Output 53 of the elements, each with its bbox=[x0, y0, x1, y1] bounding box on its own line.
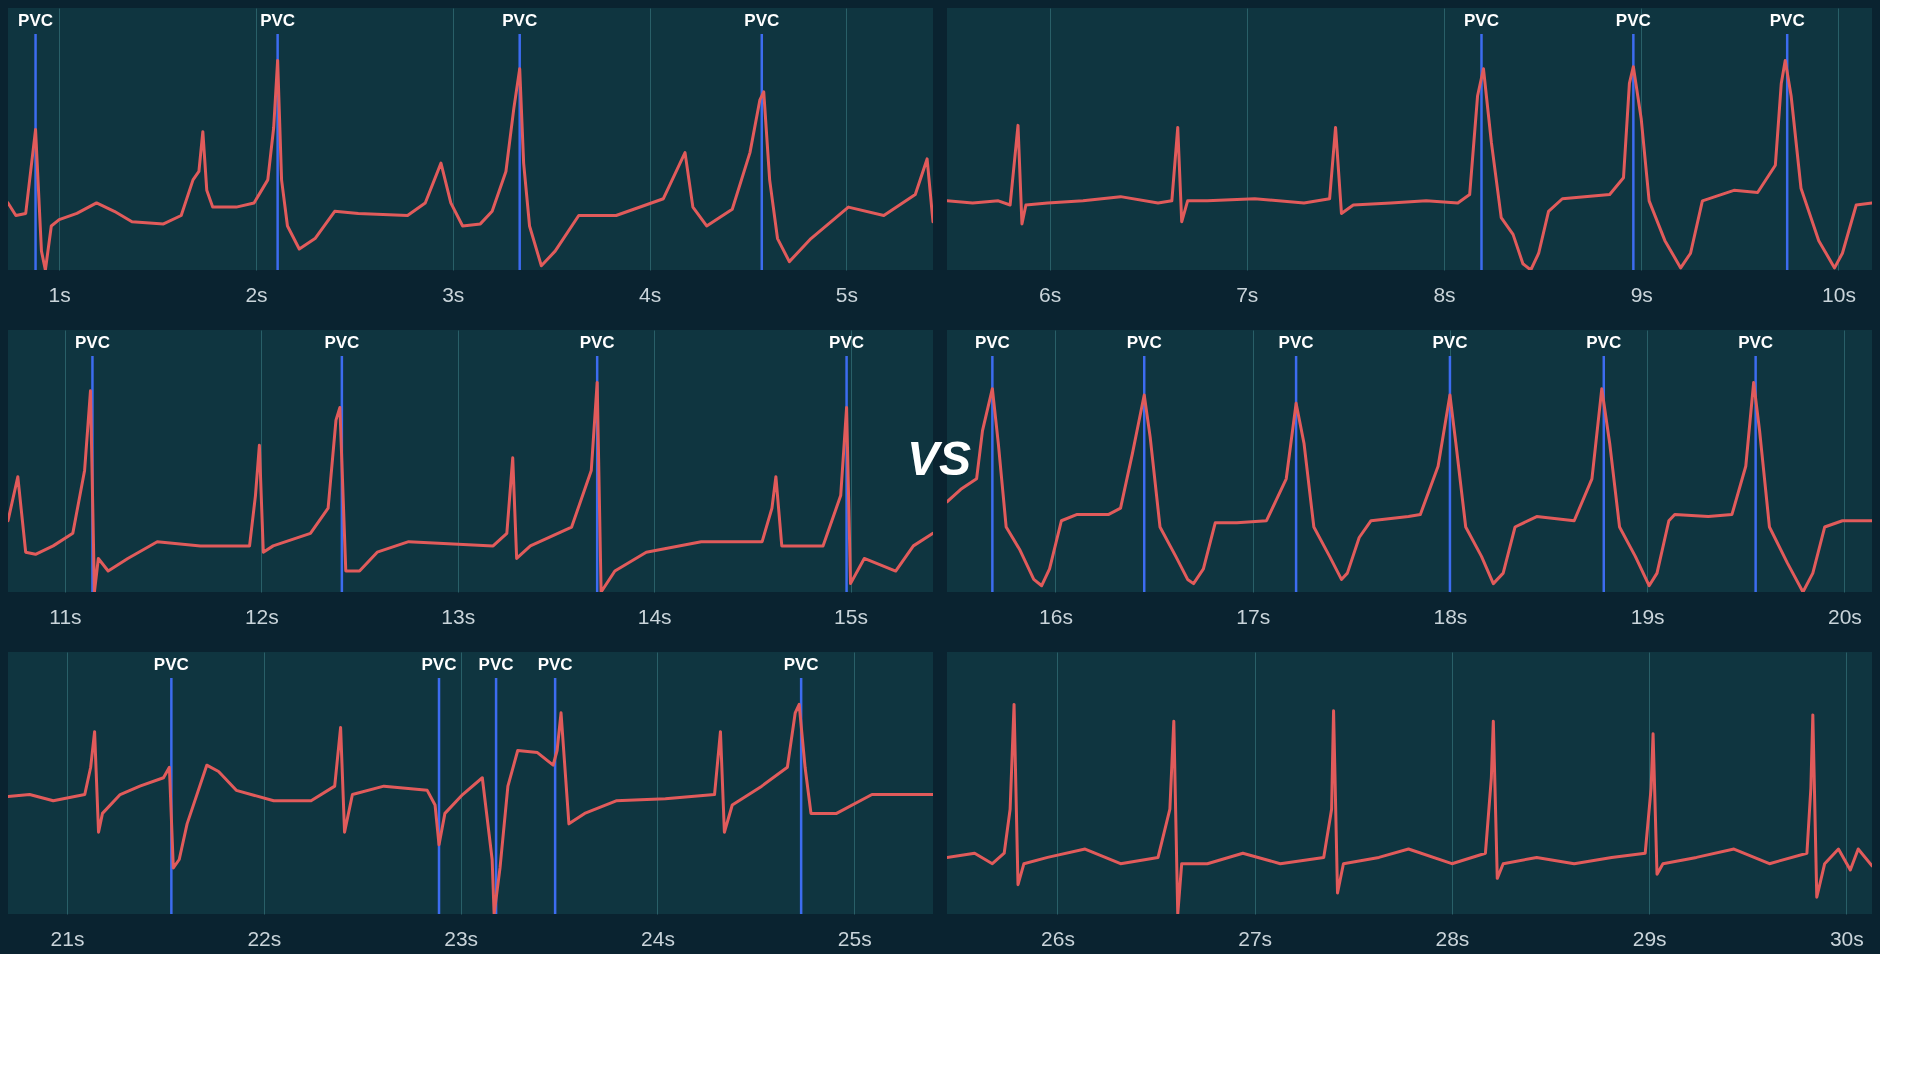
x-tick-label: 6s bbox=[1038, 282, 1062, 306]
x-tick-label: 30s bbox=[1829, 926, 1864, 950]
x-tick-label: 23s bbox=[444, 926, 479, 950]
x-tick-label: 17s bbox=[1236, 604, 1271, 628]
ref-line-label: PVC bbox=[1738, 333, 1774, 352]
x-tick-label: 14s bbox=[637, 604, 672, 628]
ref-line-label: PVC bbox=[260, 11, 296, 30]
ref-line-label: PVC bbox=[74, 333, 110, 352]
x-tick-label: 13s bbox=[441, 604, 476, 628]
x-tick-label: 18s bbox=[1433, 604, 1468, 628]
x-tick-label: 15s bbox=[834, 604, 868, 628]
x-tick-label: 10s bbox=[1822, 282, 1856, 306]
x-tick-label: 5s bbox=[835, 282, 858, 306]
ref-line-label: PVC bbox=[744, 11, 780, 30]
x-tick-label: 12s bbox=[244, 604, 279, 628]
x-tick-label: 16s bbox=[1039, 604, 1073, 628]
ref-line-label: PVC bbox=[1615, 11, 1651, 30]
ref-line-label: PVC bbox=[1432, 333, 1468, 352]
ref-line-label: PVC bbox=[1464, 11, 1499, 30]
x-tick-label: 8s bbox=[1433, 282, 1456, 306]
x-tick-label: 24s bbox=[641, 926, 675, 950]
ref-line-label: PVC bbox=[478, 655, 514, 674]
ref-line-label: PVC bbox=[18, 11, 54, 30]
ref-line-label: PVC bbox=[324, 333, 360, 352]
x-tick-label: 28s bbox=[1435, 926, 1470, 950]
ref-line-label: PVC bbox=[502, 11, 538, 30]
ref-line-label: PVC bbox=[421, 655, 457, 674]
ref-line-label: PVC bbox=[579, 333, 615, 352]
ref-line-label: PVC bbox=[1126, 333, 1162, 352]
ref-line-label: PVC bbox=[153, 655, 189, 674]
x-tick-label: 25s bbox=[837, 926, 872, 950]
x-tick-label: 19s bbox=[1630, 604, 1665, 628]
x-tick-label: 27s bbox=[1238, 926, 1273, 950]
x-tick-label: 29s bbox=[1632, 926, 1667, 950]
ref-line-label: PVC bbox=[1769, 11, 1805, 30]
x-tick-label: 1s bbox=[48, 282, 71, 306]
ref-line-label: PVC bbox=[537, 655, 573, 674]
x-tick-label: 9s bbox=[1630, 282, 1653, 306]
x-tick-label: 2s bbox=[245, 282, 268, 306]
x-tick-label: 21s bbox=[50, 926, 85, 950]
ref-line-label: PVC bbox=[974, 333, 1010, 352]
x-tick-label: 11s bbox=[49, 604, 82, 628]
ref-line-label: PVC bbox=[1278, 333, 1314, 352]
x-tick-label: 4s bbox=[639, 282, 662, 306]
x-tick-label: 22s bbox=[247, 926, 282, 950]
ref-line-label: PVC bbox=[1586, 333, 1622, 352]
x-tick-label: 3s bbox=[442, 282, 465, 306]
annotation: VS bbox=[906, 432, 972, 485]
ref-line-label: PVC bbox=[829, 333, 865, 352]
ref-line-label: PVC bbox=[783, 655, 819, 674]
x-tick-label: 7s bbox=[1236, 282, 1259, 306]
x-tick-label: 26s bbox=[1041, 926, 1075, 950]
x-tick-label: 20s bbox=[1827, 604, 1862, 628]
